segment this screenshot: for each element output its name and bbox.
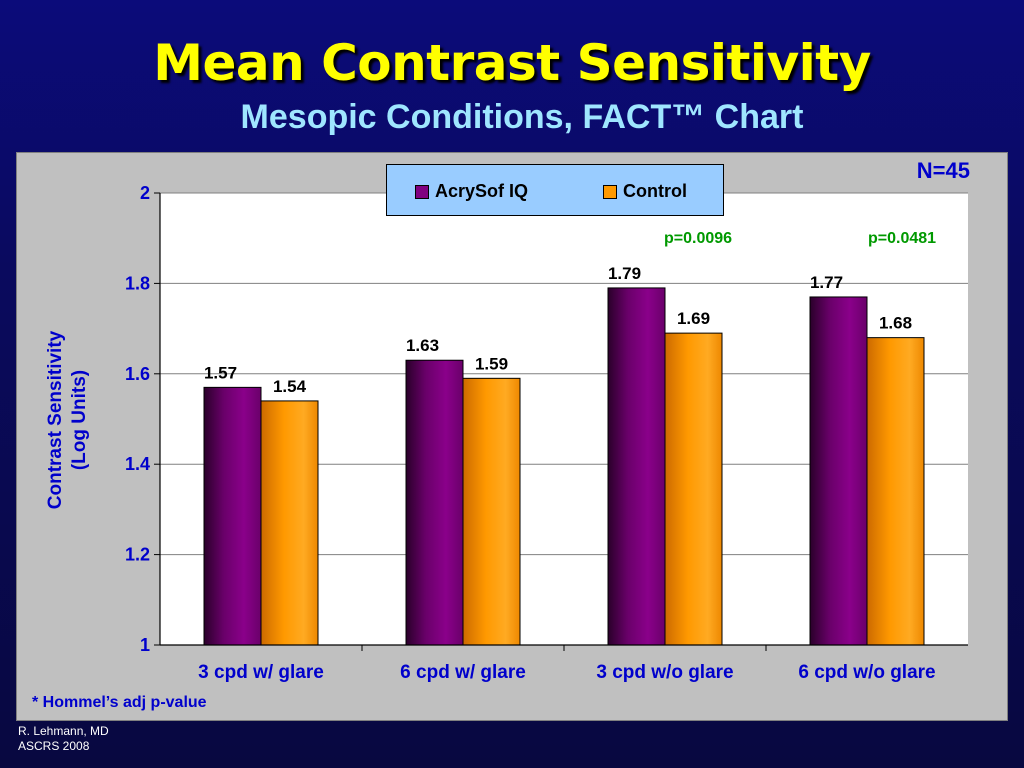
- legend-swatch-control: [603, 184, 617, 199]
- p-value-3cpd-wo-glare: p=0.0096: [664, 230, 733, 247]
- data-label-acrysof: 1.77: [810, 273, 843, 292]
- slide-subtitle: Mesopic Conditions, FACT™ Chart: [240, 98, 804, 136]
- bar-acrysof: [809, 296, 868, 646]
- data-label-control: 1.68: [879, 314, 912, 333]
- legend-item-acrysof: AcrySof IQ: [415, 181, 528, 202]
- bar-acrysof: [405, 359, 464, 646]
- slide-title: Mean Contrast Sensitivity: [153, 34, 871, 92]
- y-axis-label-line2: (Log Units): [69, 369, 90, 471]
- bar-acrysof: [607, 287, 666, 646]
- bar-control: [866, 337, 925, 646]
- y-tick-label: 1.2: [125, 545, 150, 565]
- credit-author: R. Lehmann, MD: [18, 724, 109, 738]
- y-tick-label: 1.6: [125, 364, 150, 384]
- y-tick-label: 1.8: [125, 273, 150, 293]
- p-value-6cpd-wo-glare: p=0.0481: [868, 230, 937, 247]
- data-label-control: 1.69: [677, 309, 710, 328]
- legend-label-acrysof: AcrySof IQ: [435, 181, 529, 201]
- credit-event: ASCRS 2008: [18, 739, 90, 753]
- y-tick-label: 1: [140, 635, 150, 655]
- legend-swatch-acrysof: [415, 184, 429, 199]
- data-label-acrysof: 1.79: [608, 264, 641, 283]
- bar-control: [664, 332, 723, 646]
- sample-size-label: N=45: [916, 158, 970, 183]
- x-tick-label: 6 cpd w/o glare: [798, 662, 935, 683]
- legend-label-control: Control: [623, 181, 687, 201]
- data-label-acrysof: 1.57: [204, 363, 237, 382]
- bar-acrysof: [203, 386, 262, 646]
- x-tick-label: 3 cpd w/ glare: [198, 662, 324, 683]
- x-tick-label: 3 cpd w/o glare: [596, 662, 733, 683]
- legend-item-control: Control: [603, 181, 687, 202]
- bar-control: [260, 400, 319, 646]
- data-label-acrysof: 1.63: [406, 336, 439, 355]
- data-label-control: 1.59: [475, 354, 508, 373]
- bar-control: [462, 377, 521, 646]
- chart-legend: AcrySof IQ Control: [386, 164, 724, 216]
- credits: R. Lehmann, MD ASCRS 2008: [18, 724, 109, 754]
- y-tick-label: 1.4: [125, 454, 150, 474]
- footnote: * Hommel’s adj p-value: [32, 694, 207, 711]
- x-tick-label: 6 cpd w/ glare: [400, 662, 526, 683]
- y-tick-label: 2: [140, 183, 150, 203]
- data-label-control: 1.54: [273, 377, 307, 396]
- y-axis-label-line1: Contrast Sensitivity: [45, 330, 66, 510]
